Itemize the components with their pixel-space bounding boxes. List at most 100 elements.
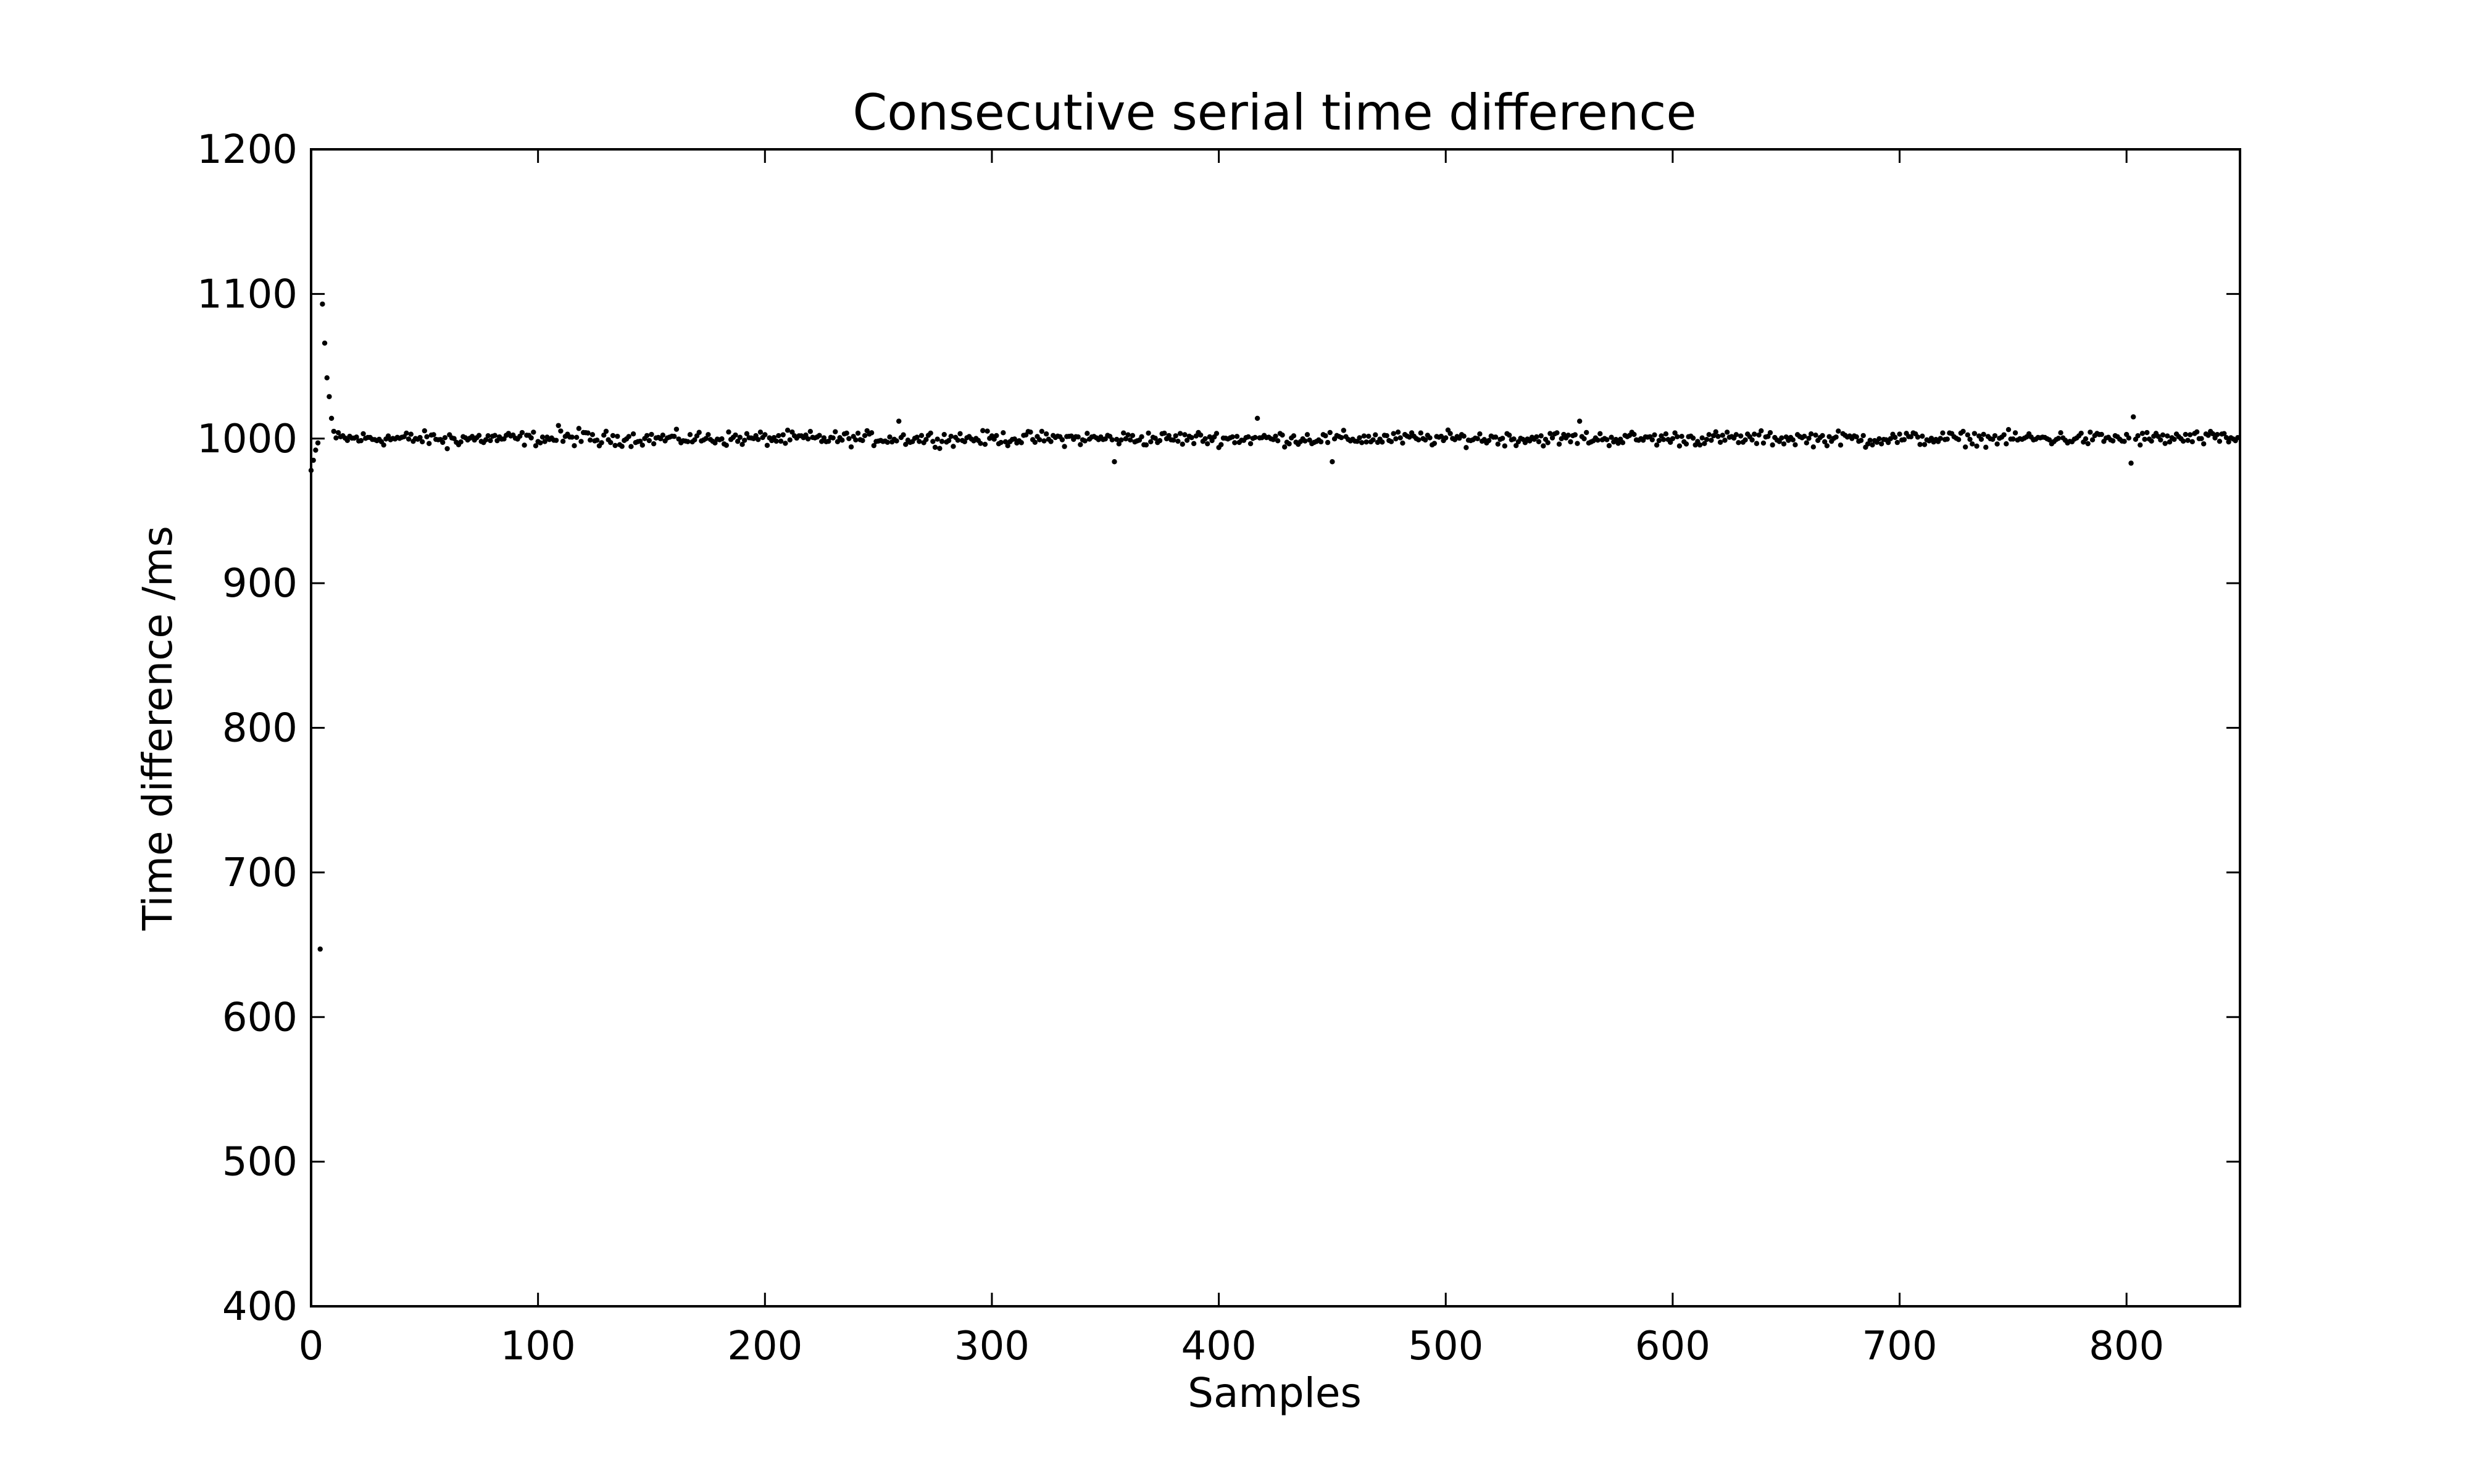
data-point bbox=[1676, 443, 1683, 449]
data-point bbox=[594, 437, 600, 443]
data-point bbox=[1572, 432, 1578, 437]
y-tick-label: 1100 bbox=[197, 272, 298, 317]
data-point bbox=[737, 434, 743, 440]
data-point bbox=[1965, 432, 1971, 438]
data-point bbox=[937, 446, 943, 451]
data-point bbox=[1513, 442, 1519, 449]
data-point bbox=[1534, 434, 1539, 440]
data-point bbox=[1427, 435, 1433, 441]
data-point bbox=[1384, 433, 1389, 439]
data-point bbox=[528, 435, 534, 441]
data-point bbox=[673, 426, 680, 432]
data-point bbox=[1944, 436, 1950, 442]
data-point bbox=[1554, 430, 1560, 436]
y-tick-label: 1200 bbox=[197, 127, 298, 173]
data-point bbox=[2088, 429, 2093, 435]
data-point bbox=[739, 442, 745, 447]
data-point bbox=[485, 433, 491, 439]
data-point bbox=[608, 440, 614, 446]
data-point bbox=[1888, 436, 1894, 442]
data-point bbox=[1275, 438, 1281, 444]
data-points bbox=[308, 301, 2241, 952]
data-point bbox=[404, 430, 409, 436]
data-point bbox=[2210, 431, 2216, 437]
data-point bbox=[628, 444, 634, 449]
data-point bbox=[603, 428, 609, 434]
data-point bbox=[2142, 436, 2147, 442]
data-point bbox=[1109, 437, 1115, 442]
data-point bbox=[1955, 437, 1962, 442]
data-point bbox=[1575, 441, 1580, 446]
data-point bbox=[1114, 436, 1120, 442]
data-point bbox=[1679, 433, 1684, 439]
data-point bbox=[1447, 431, 1453, 436]
data-point bbox=[855, 430, 861, 436]
data-point bbox=[1418, 430, 1423, 436]
data-point bbox=[1511, 436, 1517, 442]
data-point bbox=[1858, 437, 1864, 443]
data-point bbox=[488, 437, 493, 444]
data-point bbox=[1327, 429, 1333, 436]
data-point bbox=[1974, 443, 1980, 449]
data-point bbox=[1715, 434, 1721, 439]
data-point bbox=[1041, 438, 1047, 444]
data-point bbox=[1908, 434, 1914, 439]
x-tick-label: 400 bbox=[1181, 1324, 1257, 1369]
data-point bbox=[2189, 439, 2195, 444]
data-point bbox=[1538, 433, 1544, 439]
y-axis: 400 500 600 700 800 900 1000 1100 1200 bbox=[197, 127, 2240, 1330]
data-point bbox=[560, 439, 566, 444]
data-point bbox=[676, 436, 681, 442]
data-point bbox=[612, 442, 618, 449]
data-point bbox=[1130, 433, 1136, 438]
data-point bbox=[599, 440, 604, 446]
data-point bbox=[756, 437, 761, 442]
data-point bbox=[1960, 428, 1966, 434]
data-point bbox=[610, 433, 616, 439]
data-point bbox=[853, 437, 859, 443]
data-point bbox=[1536, 439, 1542, 444]
data-point bbox=[1202, 436, 1208, 442]
data-point bbox=[588, 437, 593, 443]
data-point bbox=[1568, 439, 1573, 445]
data-point bbox=[1938, 436, 1943, 441]
data-point bbox=[1675, 434, 1680, 439]
data-point bbox=[1359, 440, 1365, 446]
data-point bbox=[1341, 428, 1346, 433]
data-point bbox=[1391, 431, 1396, 436]
data-point bbox=[930, 439, 936, 444]
data-point bbox=[783, 441, 788, 446]
data-point bbox=[1699, 435, 1705, 441]
data-point bbox=[1940, 430, 1946, 436]
data-point bbox=[331, 428, 336, 434]
data-point bbox=[1214, 431, 1220, 436]
data-point bbox=[1143, 442, 1149, 448]
data-point bbox=[1704, 436, 1710, 442]
data-point bbox=[1366, 433, 1372, 439]
data-point bbox=[1967, 436, 1973, 442]
data-point bbox=[1792, 442, 1798, 448]
data-point bbox=[538, 440, 543, 446]
data-point bbox=[1493, 434, 1499, 440]
data-point bbox=[2199, 436, 2204, 442]
data-point bbox=[1720, 433, 1725, 438]
data-point bbox=[2221, 431, 2227, 436]
y-tick-label: 900 bbox=[222, 561, 298, 607]
data-point bbox=[1854, 434, 1859, 440]
data-point bbox=[1182, 432, 1188, 437]
data-point bbox=[780, 432, 786, 437]
data-point bbox=[951, 444, 956, 449]
data-point bbox=[494, 437, 500, 444]
data-point bbox=[1477, 431, 1483, 437]
data-point bbox=[1878, 441, 1884, 447]
data-point bbox=[522, 442, 527, 448]
data-point bbox=[1801, 433, 1807, 439]
chart-title: Consecutive serial time difference bbox=[852, 84, 1696, 141]
data-point bbox=[1702, 441, 1707, 446]
data-point bbox=[1836, 428, 1841, 434]
data-point bbox=[2001, 432, 2007, 437]
data-point bbox=[885, 439, 891, 445]
data-point bbox=[1672, 430, 1678, 436]
plot-frame bbox=[310, 148, 2241, 1308]
data-point bbox=[422, 428, 428, 434]
